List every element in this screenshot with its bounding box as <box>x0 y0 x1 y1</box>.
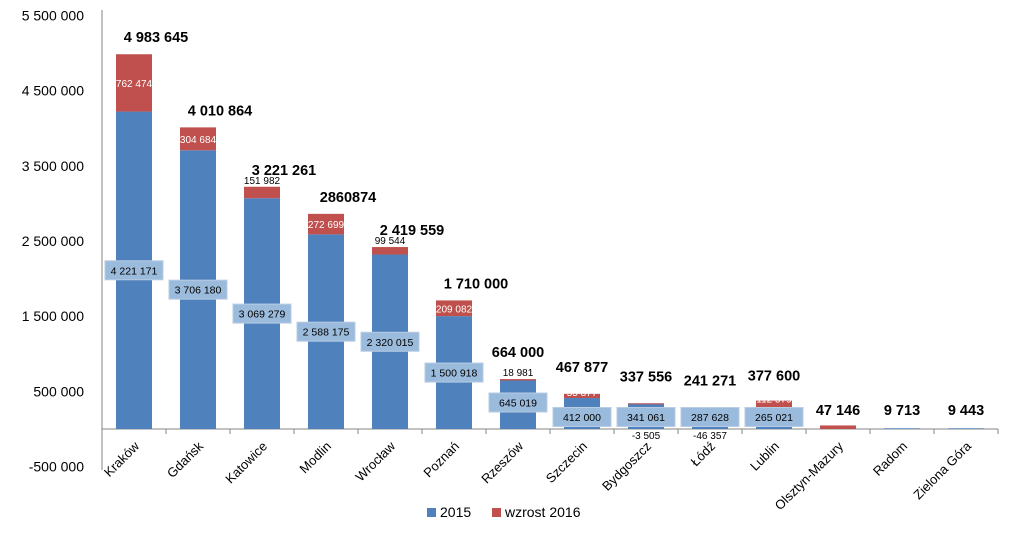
bar-increase <box>628 403 664 405</box>
increase-value-label: 304 684 <box>180 135 217 146</box>
base-value-label: 3 069 279 <box>239 309 286 321</box>
y-tick-label: 2 500 000 <box>22 233 84 249</box>
total-value-label: 47 146 <box>816 403 860 419</box>
total-value-label: 4 010 864 <box>188 103 253 119</box>
increase-value-label: 112 579 <box>756 395 792 406</box>
base-value-label: 3 706 180 <box>175 285 222 297</box>
base-label-box <box>616 407 676 427</box>
y-axis: 5 500 000 4 500 000 3 500 000 2 500 000 1 50… <box>22 7 103 475</box>
total-value-label: 241 271 <box>684 373 736 389</box>
y-tick-label: -500 000 <box>29 459 84 475</box>
base-value-label: 287 628 <box>691 412 729 424</box>
y-tick-label: 1 500 000 <box>22 308 84 324</box>
x-tick-label: Katowice <box>222 439 270 487</box>
increase-value-label: -46 357 <box>693 431 727 442</box>
x-tick-label: Radom <box>870 439 910 479</box>
total-value-label: 9 713 <box>884 403 920 419</box>
x-tick-label: Bydgoszcz <box>599 439 654 494</box>
increase-value-label: -3 505 <box>632 431 661 442</box>
base-label-box <box>744 407 804 427</box>
base-label-box <box>424 362 484 383</box>
data-labels: 4 221 171 762 474 4 983 645 3 706 180 304 68… <box>104 30 984 442</box>
bar-increase <box>372 247 408 255</box>
x-tick-label: Poznań <box>420 439 462 481</box>
increase-value-label: 762 474 <box>116 79 153 90</box>
base-value-label: 4 221 171 <box>111 265 158 277</box>
bar-increase <box>308 213 344 235</box>
base-label-box <box>488 392 548 413</box>
x-tick-label: Gdańsk <box>164 438 207 481</box>
base-value-label: 2 588 175 <box>303 327 350 339</box>
bar-increase <box>500 379 536 381</box>
increase-value-label: 55 877 <box>567 388 598 399</box>
x-axis: Kraków Gdańsk Katowice Modlin Wrocław Poznań R… <box>101 428 999 513</box>
x-tick-label: Rzeszów <box>478 438 526 486</box>
increase-value-label: 151 982 <box>244 176 281 187</box>
total-value-label: 664 000 <box>492 345 544 361</box>
x-tick-label: Modlin <box>296 439 334 477</box>
x-tick-label: Wrocław <box>352 438 398 484</box>
base-value-label: 2 320 015 <box>367 337 414 349</box>
x-tick-label: Szczecin <box>543 439 590 486</box>
y-tick-label: 5 500 000 <box>22 7 84 23</box>
bar-increase <box>756 400 792 410</box>
total-value-label: 337 556 <box>620 369 672 385</box>
base-value-label: 341 061 <box>627 412 665 424</box>
bar-increase <box>244 186 280 199</box>
bar-2015 <box>884 428 920 429</box>
bar-increase <box>116 54 152 112</box>
bar-increase <box>180 127 216 151</box>
base-label-box <box>104 260 164 281</box>
legend-swatch-2015 <box>427 508 436 517</box>
base-label-box <box>552 407 612 427</box>
legend-swatch-increase <box>492 508 501 517</box>
x-tick-label: Lublin <box>747 439 782 474</box>
total-value-label: 2 419 559 <box>380 223 445 239</box>
legend-label-increase: wzrost 2016 <box>504 504 581 520</box>
base-label-box <box>168 279 228 300</box>
total-value-label: 9 443 <box>948 403 984 419</box>
total-value-label: 4 983 645 <box>124 30 189 46</box>
x-tick-label: Łódź <box>688 439 719 470</box>
increase-value-label: 18 981 <box>503 368 534 379</box>
increase-value-label: 99 544 <box>375 236 406 247</box>
total-value-label: 1 710 000 <box>444 276 509 292</box>
bar-increase <box>436 300 472 317</box>
y-tick-label: 4 500 000 <box>22 83 84 99</box>
x-tick-label: Olsztyn-Mazury <box>772 438 847 513</box>
bar-increase <box>564 393 600 399</box>
bar-2015 <box>948 428 984 429</box>
increase-value-label: 209 082 <box>436 304 473 315</box>
y-tick-label: 500 000 <box>33 383 84 399</box>
y-tick-label: 3 500 000 <box>22 158 84 174</box>
base-value-label: 645 019 <box>499 397 537 409</box>
base-label-box <box>360 331 420 352</box>
base-label-box <box>232 303 292 324</box>
legend: 2015 wzrost 2016 <box>427 504 581 520</box>
total-value-label: 467 877 <box>556 360 608 376</box>
base-value-label: 265 021 <box>755 412 793 424</box>
base-value-label: 412 000 <box>563 412 601 424</box>
total-value-label: 3 221 261 <box>252 163 317 179</box>
total-value-label: 2860874 <box>320 190 376 206</box>
x-tick-label: Kraków <box>101 438 143 480</box>
bar-increase <box>820 425 856 429</box>
base-label-box <box>296 321 356 342</box>
base-label-box <box>680 407 740 427</box>
x-tick-label: Zielona Góra <box>910 438 974 502</box>
legend-label-2015: 2015 <box>440 504 471 520</box>
base-value-label: 1 500 918 <box>431 368 478 380</box>
increase-value-label: 272 699 <box>308 220 345 231</box>
total-value-label: 377 600 <box>748 369 800 385</box>
